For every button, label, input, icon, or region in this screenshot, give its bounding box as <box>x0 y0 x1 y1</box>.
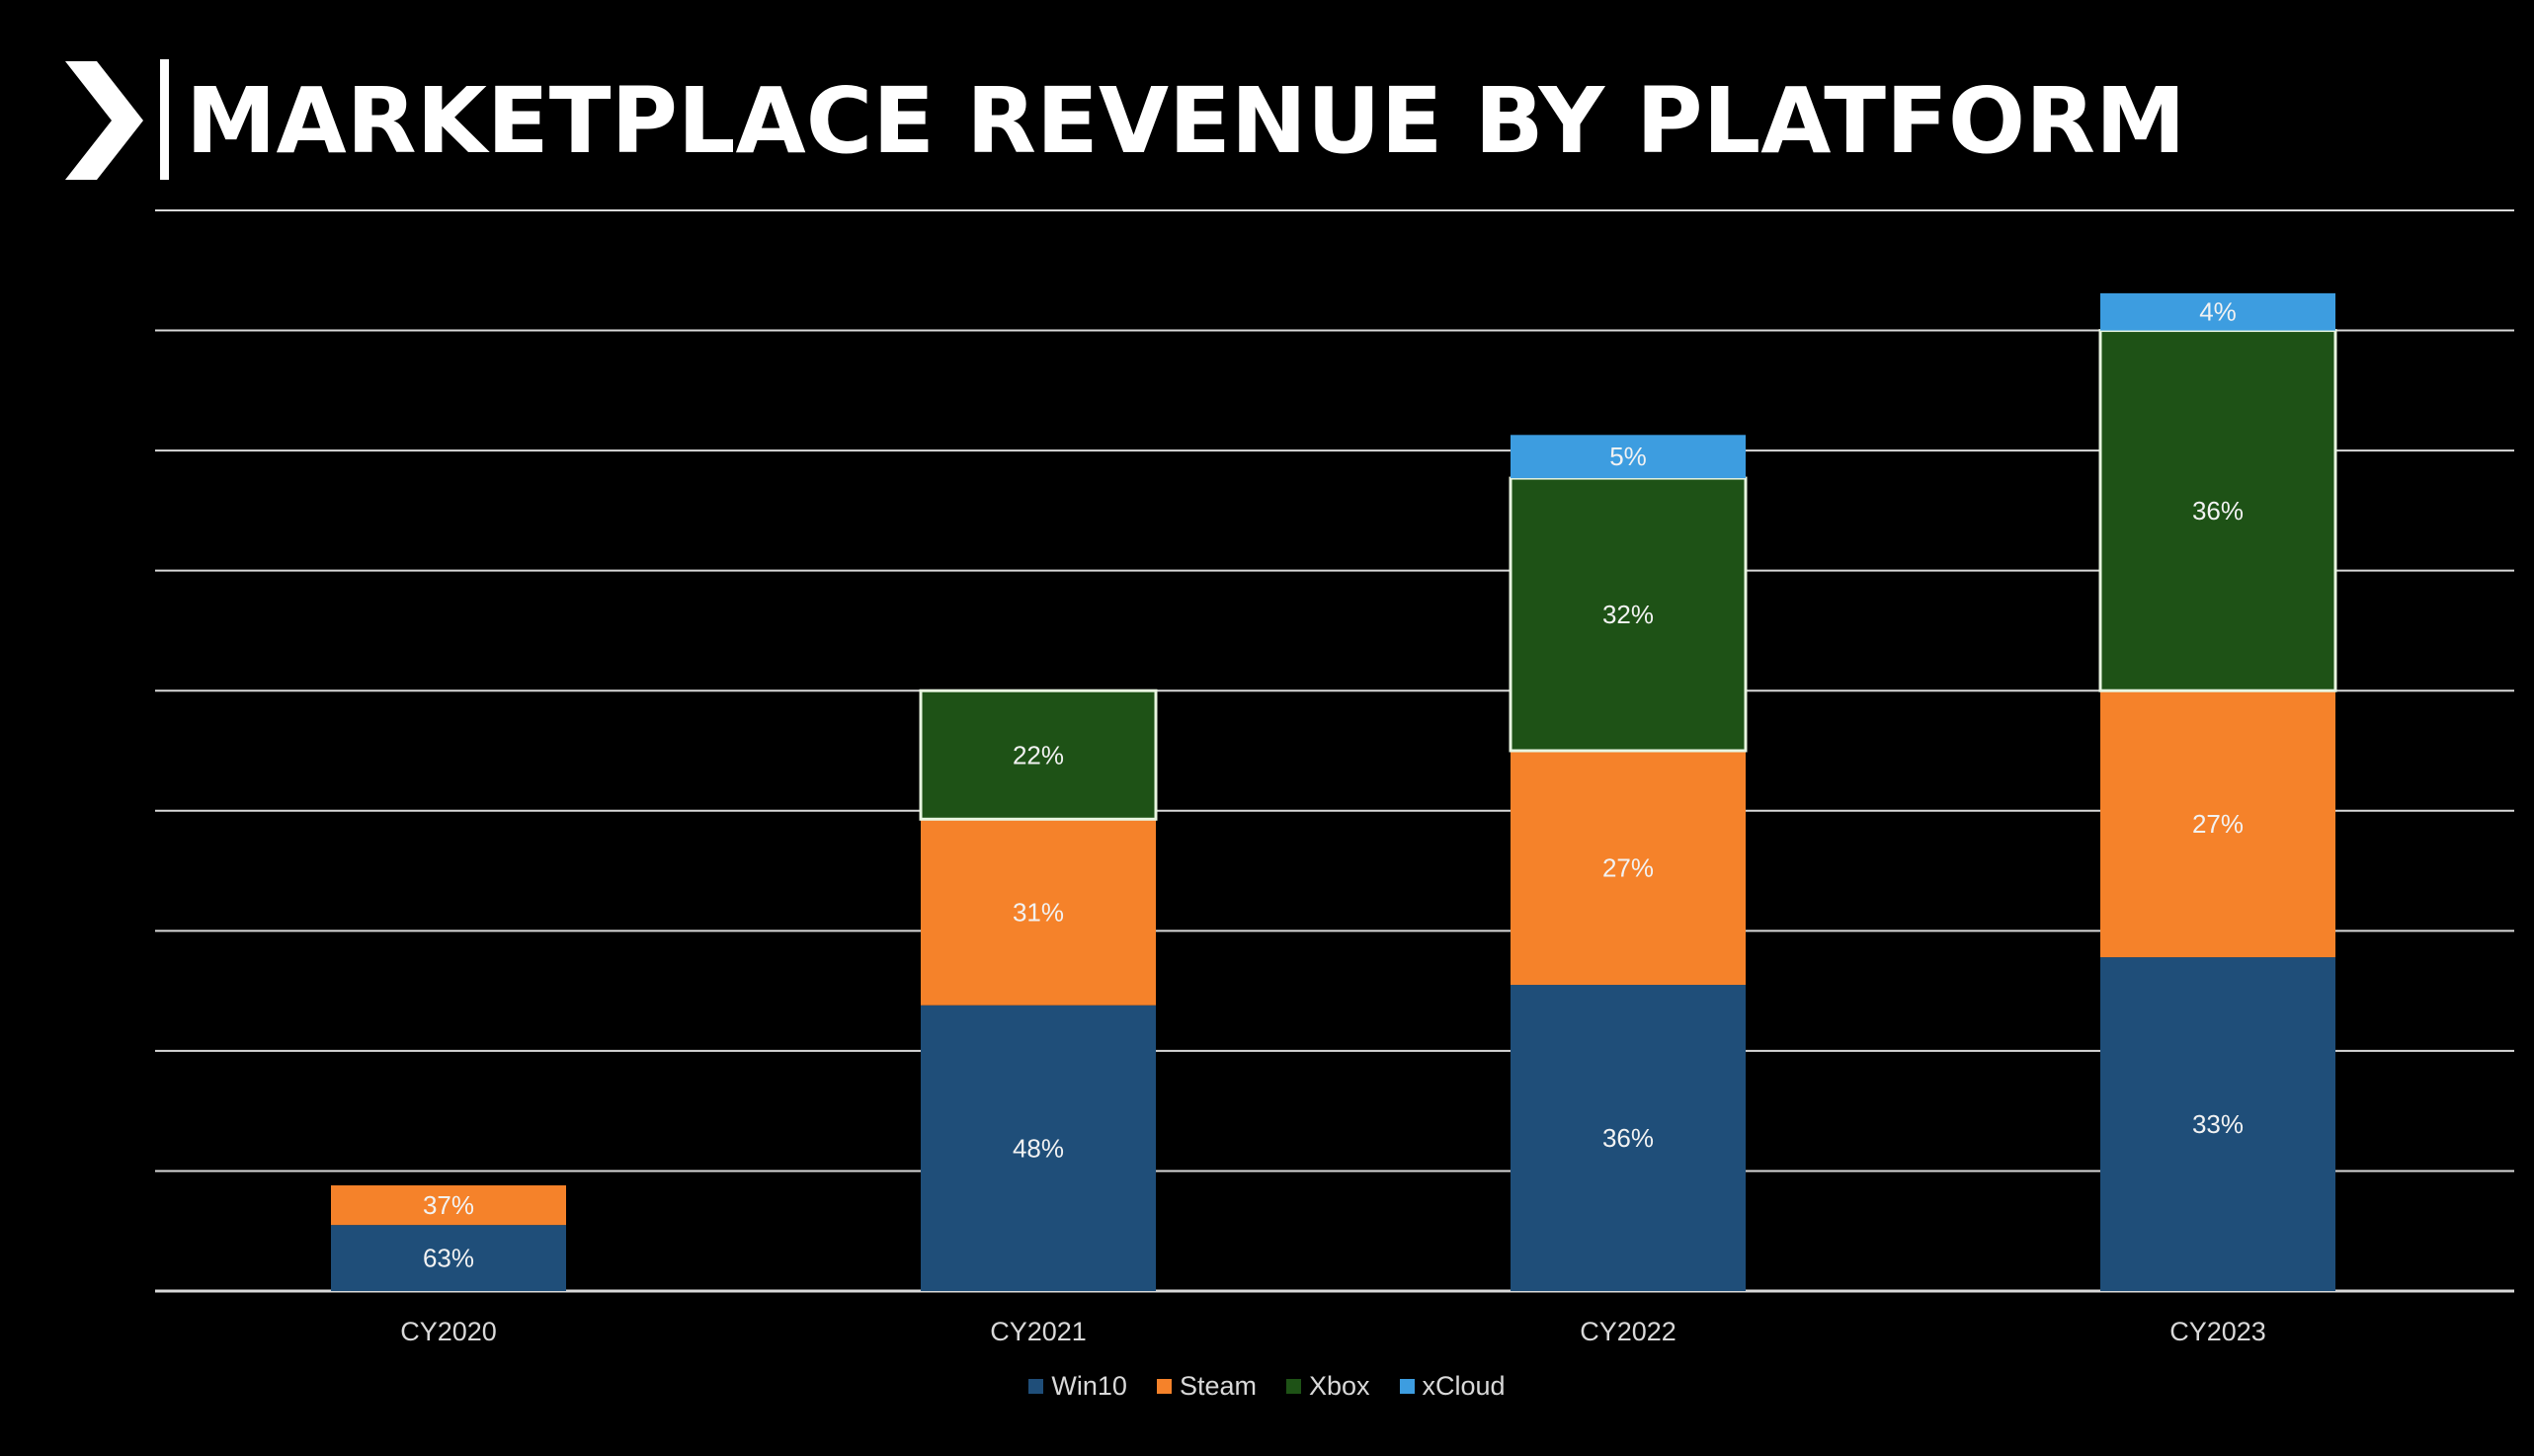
legend-swatch <box>1156 1379 1172 1394</box>
bar-segment-xbox-cy2021 <box>919 688 1158 821</box>
slide-header: MARKETPLACE REVENUE BY PLATFORM <box>0 0 2534 198</box>
bar-segment-xbox-cy2023 <box>2098 329 2337 692</box>
data-label-steam-cy2020: 37% <box>423 1190 474 1220</box>
chart-title: MARKETPLACE REVENUE BY PLATFORM <box>186 68 2186 174</box>
data-label-xcloud-cy2023: 4% <box>2199 297 2237 327</box>
x-axis: CY2020 CY2021 CY2022 CY2023 <box>400 1317 2266 1346</box>
data-label-win10-cy2020: 63% <box>423 1244 474 1273</box>
data-label-steam-cy2021: 31% <box>1013 897 1064 927</box>
data-label-steam-cy2022: 27% <box>1602 853 1654 883</box>
bar-segment-steam-cy2020 <box>331 1185 566 1226</box>
legend-label: Win10 <box>1051 1371 1127 1401</box>
chevron-logo-icon <box>65 59 169 180</box>
data-labels: 63% 37% 48% 31% 22% 36% 27% 32% 5% 33% 27% 36% 4% <box>423 297 2244 1273</box>
legend-item-xbox: Xbox <box>1285 1371 1370 1402</box>
data-label-steam-cy2023: 27% <box>2192 809 2244 839</box>
legend-item-win10: Win10 <box>1028 1371 1127 1402</box>
legend-swatch <box>1028 1379 1044 1394</box>
bar-segment-steam-cy2021 <box>921 819 1156 1006</box>
legend-item-steam: Steam <box>1156 1371 1257 1402</box>
x-tick-label: CY2020 <box>400 1317 497 1346</box>
bar-segment-win10-cy2021 <box>921 1005 1156 1291</box>
x-tick-label: CY2021 <box>990 1317 1087 1346</box>
data-label-xbox-cy2022: 32% <box>1602 600 1654 629</box>
data-label-win10-cy2021: 48% <box>1013 1133 1064 1163</box>
bar-segment-xcloud-cy2023 <box>2100 292 2335 331</box>
legend-swatch <box>1285 1379 1301 1394</box>
data-label-xbox-cy2021: 22% <box>1013 740 1064 769</box>
bar-segment-xcloud-cy2022 <box>1511 435 1746 479</box>
bar-segment-win10-cy2023 <box>2100 957 2335 1291</box>
x-tick-label: CY2022 <box>1580 1317 1676 1346</box>
legend-label: xCloud <box>1422 1371 1506 1401</box>
bar-segment-xbox-cy2022 <box>1509 476 1748 753</box>
bar-segment-win10-cy2020 <box>331 1225 566 1291</box>
data-label-win10-cy2022: 36% <box>1602 1123 1654 1153</box>
legend-label: Steam <box>1179 1371 1257 1401</box>
legend-label: Xbox <box>1308 1371 1370 1401</box>
bar-segment-win10-cy2022 <box>1511 985 1746 1291</box>
x-tick-label: CY2023 <box>2169 1317 2266 1346</box>
bar-segment-steam-cy2022 <box>1511 751 1746 986</box>
bars <box>331 292 2337 1291</box>
legend: Win10 Steam Xbox xCloud <box>0 1371 2534 1402</box>
bar-segment-steam-cy2023 <box>2100 690 2335 958</box>
data-label-xcloud-cy2022: 5% <box>1609 442 1647 471</box>
legend-swatch <box>1399 1379 1415 1394</box>
data-label-xbox-cy2023: 36% <box>2192 496 2244 526</box>
legend-item-xcloud: xCloud <box>1399 1371 1506 1402</box>
data-label-win10-cy2023: 33% <box>2192 1109 2244 1139</box>
